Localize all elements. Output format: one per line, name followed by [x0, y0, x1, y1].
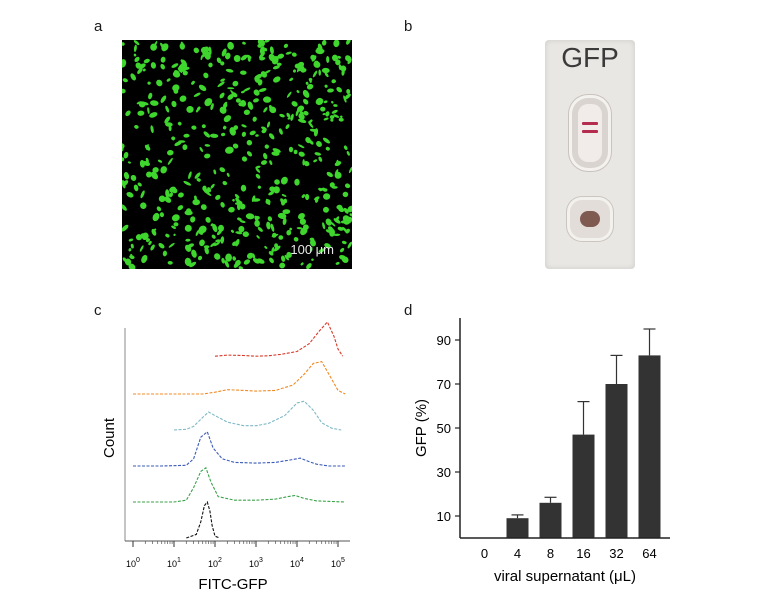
y-axis-label: Count — [101, 417, 118, 458]
x-axis-label: FITC-GFP — [198, 576, 267, 593]
bar-32 — [605, 384, 628, 538]
panel-letter-a: a — [94, 18, 103, 35]
fluorescence-micrograph: 100 μm — [122, 40, 352, 269]
x-tick-label: 100 — [126, 557, 140, 569]
histogram-series-3 — [173, 400, 342, 431]
y-ticks-group: 10 30 50 70 90 — [437, 333, 460, 524]
bars-group — [506, 328, 661, 538]
result-window — [572, 98, 608, 168]
test-strip: GFP — [545, 40, 635, 269]
histogram-series-5 — [133, 466, 346, 503]
test-line — [582, 130, 598, 133]
panel-letter-c: c — [94, 302, 102, 319]
x-tick-label: 103 — [249, 557, 263, 569]
sample-well — [570, 200, 610, 238]
panel-letter-d: d — [404, 302, 413, 319]
x-ticks-group: 100 101 102 103 104 105 — [126, 541, 345, 569]
x-tick-label: 8 — [547, 546, 554, 561]
strip-label: GFP — [561, 42, 619, 73]
x-tick-label: 0 — [481, 546, 488, 561]
bar-16 — [572, 434, 595, 538]
bar-64 — [638, 355, 661, 538]
scale-bar-label: 100 μm — [290, 242, 334, 257]
flow-histogram-chart: 100 101 102 103 104 105 Count FITC-GFP — [101, 321, 350, 593]
x-axis-label: viral supernatant (μL) — [494, 568, 636, 585]
y-axis-label: GFP (%) — [413, 399, 430, 457]
histogram-series-1 — [214, 321, 344, 357]
bar-8 — [539, 502, 562, 538]
x-tick-label: 105 — [331, 557, 345, 569]
y-tick-label: 70 — [437, 377, 451, 392]
x-tick-label: 101 — [167, 557, 181, 569]
x-tick-label: 102 — [208, 557, 222, 569]
histogram-series-2 — [133, 360, 346, 395]
x-ticks-group: 0 4 8 16 32 64 — [481, 546, 657, 561]
panel-letter-b: b — [404, 18, 413, 35]
x-tick-label: 16 — [576, 546, 590, 561]
fluorescent-cells — [122, 40, 352, 269]
bar-4 — [506, 518, 529, 538]
control-line — [582, 122, 598, 125]
histogram-series-4 — [133, 430, 346, 467]
y-tick-label: 10 — [437, 509, 451, 524]
gfp-bar-chart: 10 30 50 70 90 0 4 8 16 32 64 GFP (%) viral super… — [413, 318, 670, 585]
histogram-series-6 — [186, 500, 220, 539]
histogram-series-group — [133, 321, 346, 539]
x-tick-label: 4 — [514, 546, 521, 561]
fluorescence-image — [122, 40, 352, 269]
x-tick-label: 104 — [290, 557, 304, 569]
x-tick-label: 64 — [642, 546, 656, 561]
y-tick-label: 30 — [437, 465, 451, 480]
y-tick-label: 50 — [437, 421, 451, 436]
x-tick-label: 32 — [609, 546, 623, 561]
y-tick-label: 90 — [437, 333, 451, 348]
